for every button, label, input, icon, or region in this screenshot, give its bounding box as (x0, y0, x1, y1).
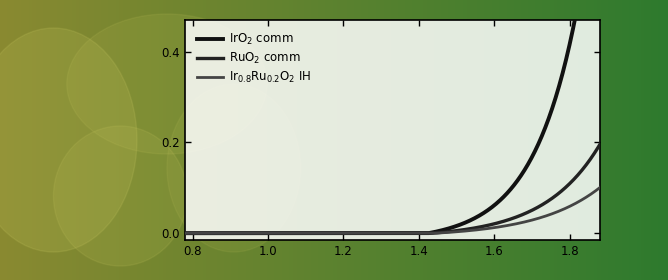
Ellipse shape (167, 84, 301, 252)
Legend: IrO$_2$ comm, RuO$_2$ comm, Ir$_{0.8}$Ru$_{0.2}$O$_2$ IH: IrO$_2$ comm, RuO$_2$ comm, Ir$_{0.8}$Ru… (191, 26, 317, 91)
Ellipse shape (0, 28, 137, 252)
Ellipse shape (67, 14, 267, 154)
Ellipse shape (53, 126, 187, 266)
